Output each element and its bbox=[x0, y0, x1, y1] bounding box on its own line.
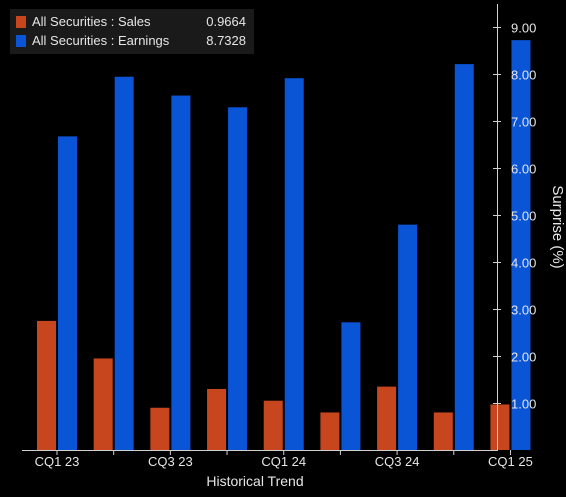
y-tick-label: 4.00 bbox=[511, 256, 536, 271]
bar-sales-7 bbox=[377, 386, 397, 450]
legend-item-sales: All Securities : Sales 0.9664 bbox=[16, 12, 246, 31]
legend-label-sales: All Securities : Sales bbox=[32, 14, 151, 29]
bar-sales-2 bbox=[93, 358, 113, 450]
bar-sales-9 bbox=[490, 404, 510, 450]
x-tick-label: CQ1 24 bbox=[261, 454, 306, 469]
x-tick-label: CQ3 24 bbox=[375, 454, 420, 469]
y-tick-label: 9.00 bbox=[511, 21, 536, 36]
bar-sales-3 bbox=[150, 407, 170, 450]
x-axis-title: Historical Trend bbox=[206, 473, 303, 489]
bar-earnings-3 bbox=[171, 95, 191, 451]
x-tick-label: CQ1 25 bbox=[488, 454, 533, 469]
bar-earnings-2 bbox=[114, 76, 134, 450]
bar-sales-4 bbox=[207, 388, 227, 450]
bar-earnings-4 bbox=[228, 107, 248, 450]
bar-earnings-8 bbox=[454, 64, 474, 451]
y-tick-label: 3.00 bbox=[511, 303, 536, 318]
legend-swatch-earnings bbox=[16, 34, 26, 47]
legend-item-earnings: All Securities : Earnings 8.7328 bbox=[16, 31, 246, 50]
x-tick-label: CQ1 23 bbox=[35, 454, 80, 469]
legend-label-earnings: All Securities : Earnings bbox=[32, 33, 170, 48]
y-axis-title: Surprise (%) bbox=[549, 185, 566, 268]
y-tick-label: 1.00 bbox=[511, 397, 536, 412]
bar-earnings-9 bbox=[511, 40, 531, 450]
legend: All Securities : Sales 0.9664 All Securi… bbox=[10, 9, 254, 54]
y-tick-label: 6.00 bbox=[511, 162, 536, 177]
bar-sales-6 bbox=[320, 412, 340, 450]
bar-earnings-6 bbox=[341, 322, 361, 450]
bar-sales-8 bbox=[433, 412, 453, 450]
x-tick-label: CQ3 23 bbox=[148, 454, 193, 469]
legend-value-earnings: 8.7328 bbox=[206, 33, 246, 48]
y-tick-label: 8.00 bbox=[511, 68, 536, 83]
y-tick-label: 2.00 bbox=[511, 350, 536, 365]
bar-earnings-1 bbox=[58, 136, 77, 450]
y-tick-label: 5.00 bbox=[511, 209, 536, 224]
bar-earnings-5 bbox=[284, 78, 304, 450]
legend-value-sales: 0.9664 bbox=[206, 14, 246, 29]
bar-sales-5 bbox=[263, 400, 283, 450]
y-tick-label: 7.00 bbox=[511, 115, 536, 130]
bar-sales-1 bbox=[37, 320, 56, 450]
legend-swatch-sales bbox=[16, 15, 26, 28]
bar-earnings-7 bbox=[398, 224, 418, 450]
